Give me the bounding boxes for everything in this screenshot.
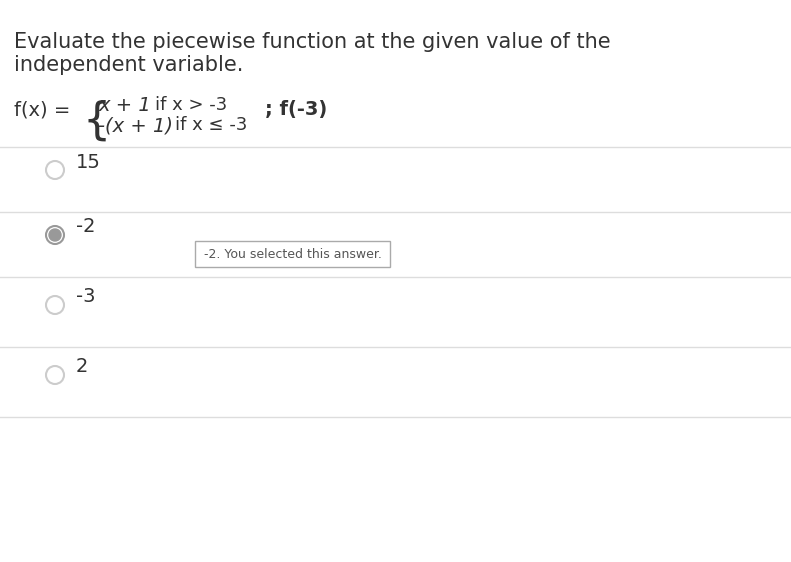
Text: 2: 2	[76, 357, 89, 377]
Text: if x > -3: if x > -3	[155, 96, 227, 114]
Text: f(x) =: f(x) =	[14, 100, 70, 119]
Text: independent variable.: independent variable.	[14, 55, 244, 75]
Text: {: {	[82, 100, 110, 143]
Text: x + 1: x + 1	[98, 96, 151, 115]
Circle shape	[49, 229, 61, 241]
Text: ; f(-3): ; f(-3)	[265, 100, 327, 119]
Text: -(x + 1): -(x + 1)	[98, 116, 173, 135]
FancyBboxPatch shape	[195, 241, 390, 267]
Text: -2: -2	[76, 217, 96, 237]
Text: 15: 15	[76, 152, 101, 171]
Text: Evaluate the piecewise function at the given value of the: Evaluate the piecewise function at the g…	[14, 32, 611, 52]
Text: -3: -3	[76, 288, 96, 306]
Text: if x ≤ -3: if x ≤ -3	[175, 116, 248, 134]
Text: -2. You selected this answer.: -2. You selected this answer.	[203, 247, 381, 261]
